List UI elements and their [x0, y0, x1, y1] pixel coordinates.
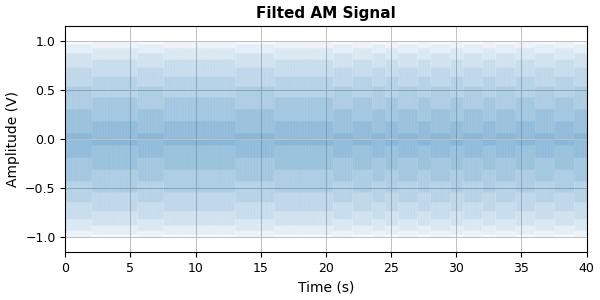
Title: Filted AM Signal: Filted AM Signal: [256, 6, 396, 21]
X-axis label: Time (s): Time (s): [298, 280, 354, 294]
Y-axis label: Amplitude (V): Amplitude (V): [5, 91, 20, 187]
